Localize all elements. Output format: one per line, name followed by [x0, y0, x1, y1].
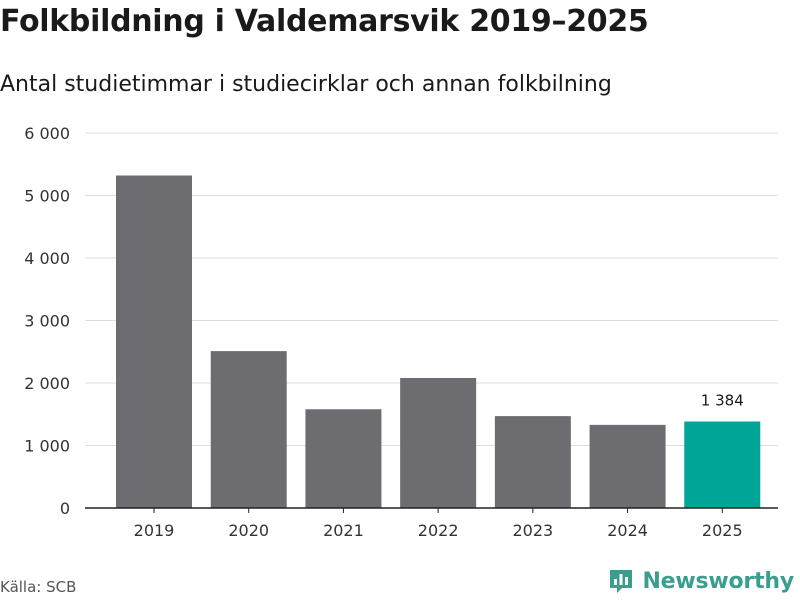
brand-name: Newsworthy [642, 568, 794, 594]
y-tick-label: 0 [60, 499, 70, 518]
bar [589, 424, 666, 508]
bar [494, 416, 571, 508]
x-tick-label: 2025 [702, 521, 743, 540]
newsworthy-logo: Newsworthy [608, 568, 794, 594]
y-tick-label: 4 000 [24, 249, 70, 268]
chart-subtitle: Antal studietimmar i studiecirklar och a… [0, 72, 612, 97]
y-tick-label: 1 000 [24, 437, 70, 456]
data-label: 1 384 [701, 392, 744, 410]
x-tick-label: 2021 [323, 521, 364, 540]
x-tick-label: 2019 [134, 521, 175, 540]
bar [400, 378, 477, 508]
x-tick-label: 2022 [418, 521, 459, 540]
bar [305, 409, 382, 508]
bar-chart-logo-icon [610, 570, 633, 593]
source-note: Källa: SCB [0, 578, 77, 596]
bar [210, 351, 287, 508]
y-tick-label: 6 000 [24, 124, 70, 143]
bar [684, 421, 761, 508]
x-tick-label: 2024 [607, 521, 648, 540]
y-tick-label: 3 000 [24, 312, 70, 331]
y-tick-label: 5 000 [24, 187, 70, 206]
bar [116, 175, 192, 508]
y-tick-label: 2 000 [24, 374, 70, 393]
chart-title: Folkbildning i Valdemarsvik 2019–2025 [0, 4, 649, 39]
x-tick-label: 2023 [512, 521, 553, 540]
x-tick-label: 2020 [228, 521, 269, 540]
